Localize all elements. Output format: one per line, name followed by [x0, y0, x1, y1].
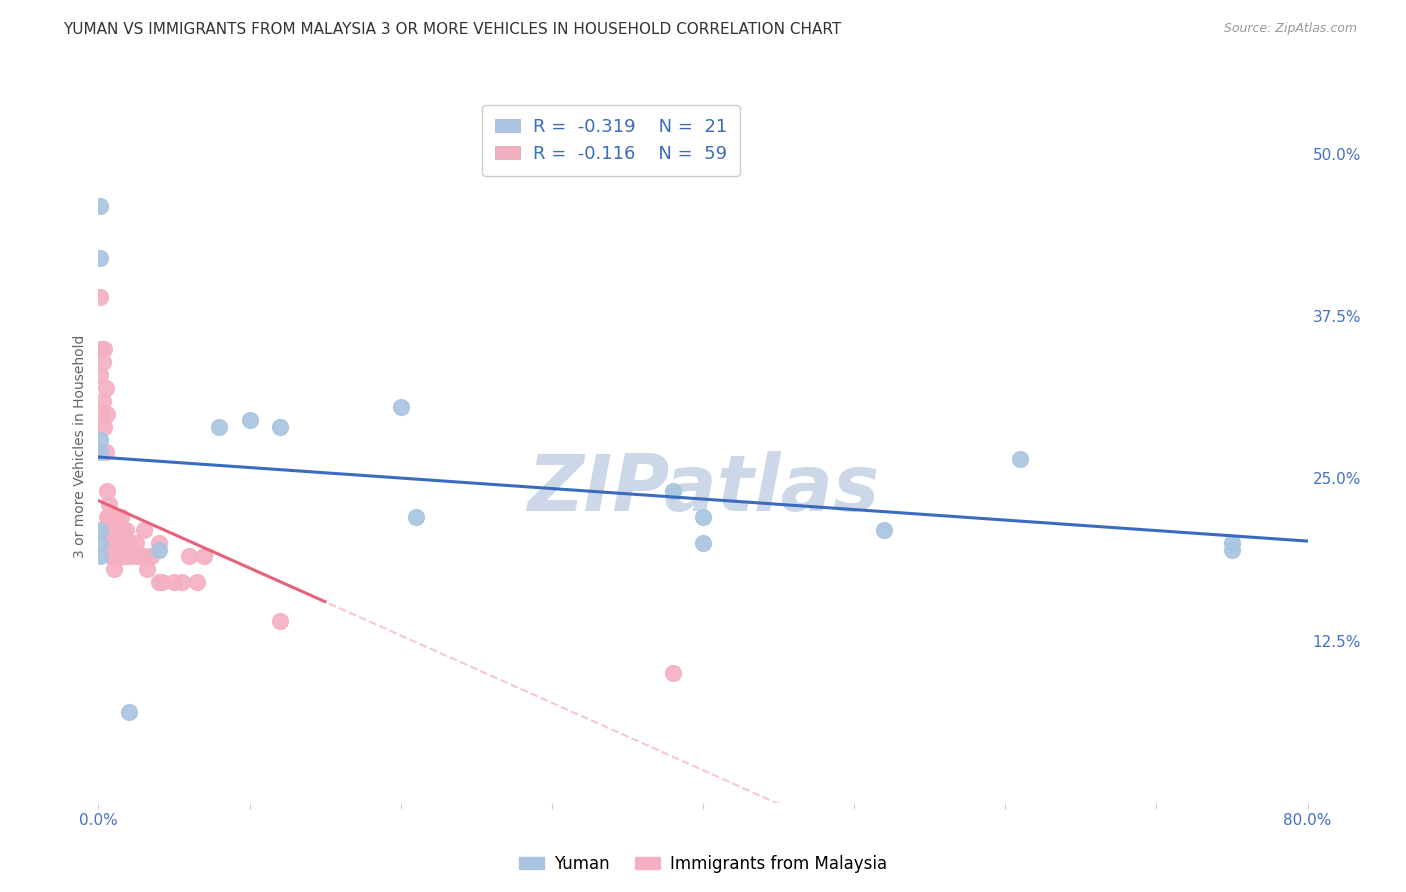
Point — [101, 524, 124, 538]
Text: Source: ZipAtlas.com: Source: ZipAtlas.com — [1223, 22, 1357, 36]
Point — [170, 575, 193, 590]
Point — [150, 575, 173, 590]
Point — [100, 510, 122, 524]
Point — [405, 510, 427, 524]
Point — [89, 199, 111, 213]
Point — [111, 524, 134, 538]
Point — [118, 705, 141, 719]
Point — [125, 549, 148, 564]
Legend: Yuman, Immigrants from Malaysia: Yuman, Immigrants from Malaysia — [512, 848, 894, 880]
Point — [93, 342, 115, 356]
Point — [94, 381, 117, 395]
Point — [1220, 536, 1243, 550]
Point — [1220, 542, 1243, 557]
Point — [135, 562, 157, 576]
Point — [110, 510, 132, 524]
Point — [661, 666, 683, 681]
Text: ZIPatlas: ZIPatlas — [527, 450, 879, 527]
Point — [208, 419, 231, 434]
Point — [103, 536, 125, 550]
Point — [110, 536, 132, 550]
Point — [91, 393, 114, 408]
Point — [105, 510, 128, 524]
Point — [100, 524, 122, 538]
Point — [89, 524, 111, 538]
Point — [186, 575, 208, 590]
Point — [90, 342, 112, 356]
Point — [129, 549, 152, 564]
Point — [108, 524, 131, 538]
Point — [103, 536, 125, 550]
Point — [105, 536, 128, 550]
Point — [89, 368, 111, 382]
Point — [269, 419, 291, 434]
Point — [193, 549, 215, 564]
Point — [105, 549, 128, 564]
Point — [96, 484, 118, 499]
Point — [103, 524, 125, 538]
Point — [132, 549, 155, 564]
Point — [125, 536, 148, 550]
Point — [661, 484, 683, 499]
Point — [103, 562, 125, 576]
Point — [105, 524, 128, 538]
Point — [118, 536, 141, 550]
Point — [94, 445, 117, 459]
Point — [100, 536, 122, 550]
Point — [101, 536, 124, 550]
Point — [96, 510, 118, 524]
Point — [163, 575, 186, 590]
Point — [108, 549, 131, 564]
Point — [98, 510, 121, 524]
Point — [148, 575, 170, 590]
Point — [179, 549, 201, 564]
Point — [89, 251, 111, 265]
Point — [89, 536, 111, 550]
Legend: R =  -0.319    N =  21, R =  -0.116    N =  59: R = -0.319 N = 21, R = -0.116 N = 59 — [482, 105, 740, 176]
Point — [692, 510, 714, 524]
Point — [114, 524, 136, 538]
Text: YUMAN VS IMMIGRANTS FROM MALAYSIA 3 OR MORE VEHICLES IN HOUSEHOLD CORRELATION CH: YUMAN VS IMMIGRANTS FROM MALAYSIA 3 OR M… — [63, 22, 842, 37]
Point — [90, 407, 112, 421]
Point — [111, 549, 134, 564]
Point — [269, 614, 291, 628]
Point — [100, 549, 122, 564]
Point — [1010, 452, 1032, 467]
Point — [89, 433, 111, 447]
Point — [103, 549, 125, 564]
Point — [873, 524, 896, 538]
Point — [132, 524, 155, 538]
Point — [89, 549, 111, 564]
Y-axis label: 3 or more Vehicles in Household: 3 or more Vehicles in Household — [73, 334, 87, 558]
Point — [93, 419, 115, 434]
Point — [96, 407, 118, 421]
Point — [89, 445, 111, 459]
Point — [114, 549, 136, 564]
Point — [98, 497, 121, 511]
Point — [692, 536, 714, 550]
Point — [141, 549, 163, 564]
Point — [103, 510, 125, 524]
Point — [91, 354, 114, 368]
Point — [121, 549, 143, 564]
Point — [239, 413, 262, 427]
Point — [389, 400, 412, 414]
Point — [148, 542, 170, 557]
Point — [98, 524, 121, 538]
Point — [148, 536, 170, 550]
Point — [89, 290, 111, 304]
